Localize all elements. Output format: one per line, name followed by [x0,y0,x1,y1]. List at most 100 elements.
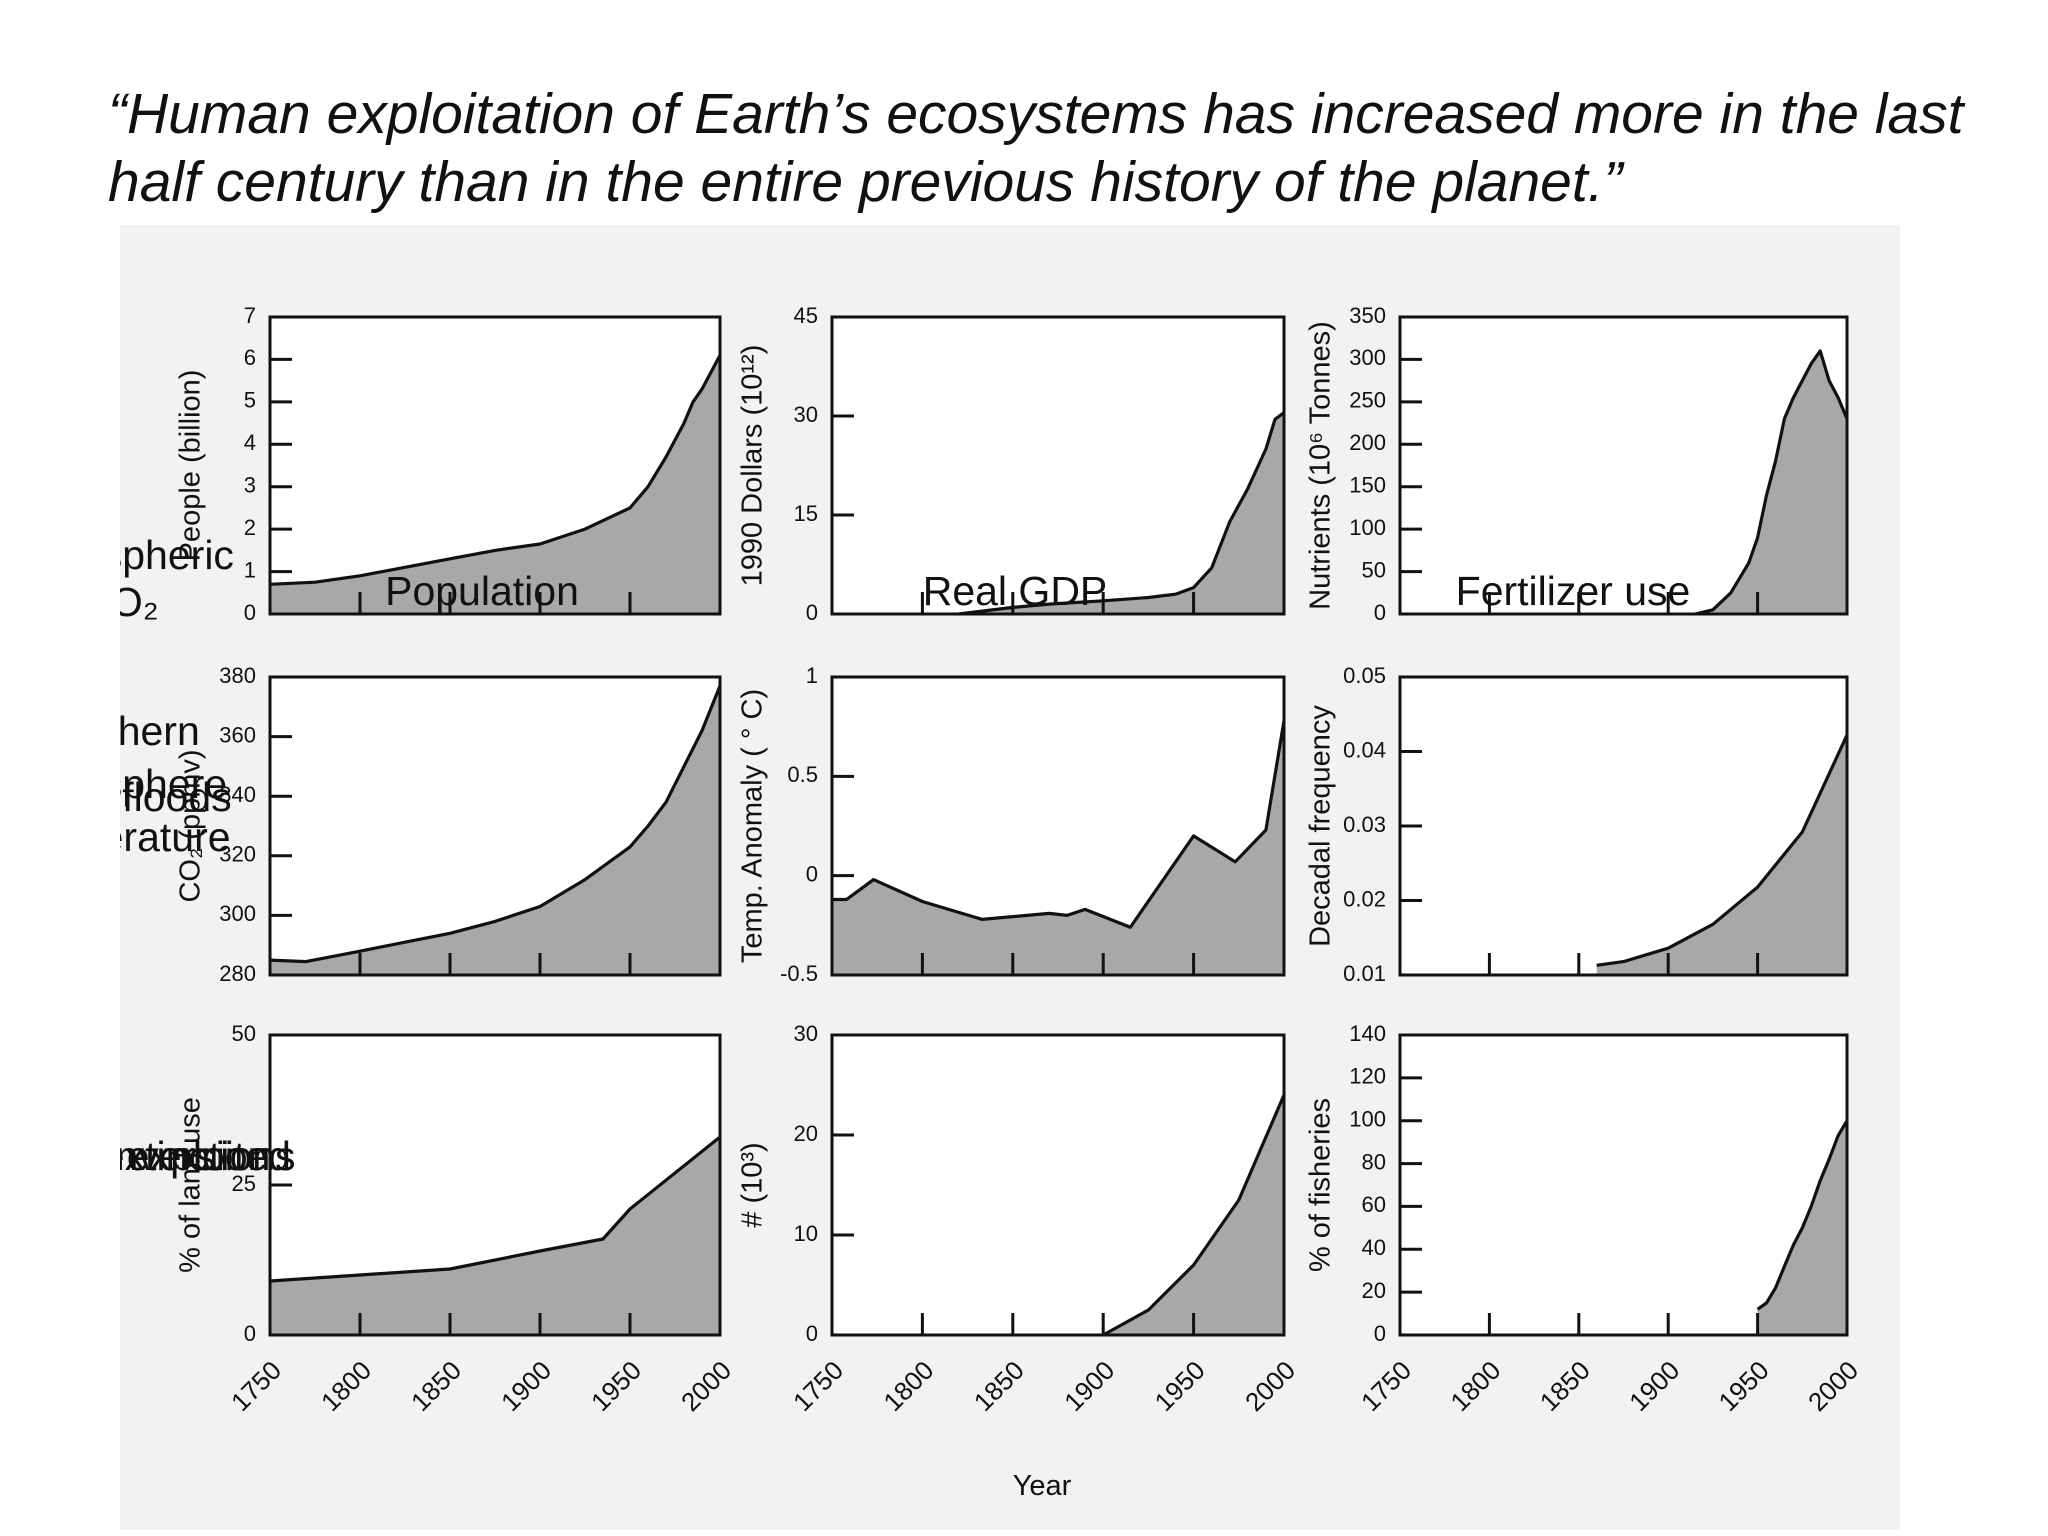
x-tick-label: 1750 [225,1355,287,1417]
y-tick-label: 10 [794,1221,818,1246]
x-tick-label: 1900 [495,1355,557,1417]
chart-panel-2: 0 15 30 45 1990 Dollars (10¹²) Real GDP [737,303,1286,625]
y-tick-label: 0 [1374,1321,1386,1346]
chart-title: Population [385,568,579,614]
y-tick-label: 200 [1349,430,1386,455]
y-axis-label: Temp. Anomaly ( ° C) [737,689,769,963]
x-tick-label: 1950 [585,1355,647,1417]
y-tick-label: 45 [794,303,818,328]
quote-line-1: “Human exploitation of Earth’s ecosystem… [108,82,1964,146]
y-axis-label: # (10³) [737,1142,769,1227]
y-tick-label: 0 [806,1321,818,1346]
y-tick-label: 100 [1349,515,1386,540]
series-line [958,411,1285,616]
quote-line-2: half century than in the entire previous… [108,150,1623,214]
chart-panel-7: 0 25 50 % of land useLand conversion [120,1021,722,1346]
x-tick-label: 2000 [675,1355,737,1417]
x-tick-label: 1850 [968,1355,1030,1417]
y-tick-label: 0 [244,600,256,625]
y-tick-label: 300 [219,901,256,926]
chart-title: Atmospheric [120,532,234,578]
series-line [1102,1094,1286,1337]
series-area [1757,1120,1847,1335]
y-tick-label: 2 [244,515,256,540]
chart-panel-3: 0 50 100 150 200 250 300 350 Nutrients (10⁶ Tonn… [1305,303,1849,625]
y-tick-label: 0.01 [1343,961,1386,986]
y-tick-label: 4 [244,430,256,455]
series-area [958,412,1284,614]
y-tick-label: 0 [806,861,818,886]
x-tick-label: 1850 [1534,1355,1596,1417]
y-axis-label: CO₂ (ppmv) [175,749,207,902]
x-tick-label: 1750 [1355,1355,1417,1417]
x-tick-label: 1800 [315,1355,377,1417]
y-tick-label: 6 [244,345,256,370]
chart-title: Northern [120,708,200,754]
series-area [270,1137,720,1335]
x-tick-label: 2000 [1239,1355,1301,1417]
y-axis-label: Nutrients (10⁶ Tonnes) [1305,321,1337,610]
y-tick-label: 0 [1374,600,1386,625]
y-tick-label: 3 [244,473,256,498]
x-tick-label: 1750 [787,1355,849,1417]
y-tick-label: 120 [1349,1064,1386,1089]
series-area [832,720,1284,975]
series-line [1756,1119,1849,1311]
chart-panel-8: 0 10 20 30 # (10³) Species extinctions [120,1021,1286,1346]
series-line [269,1135,721,1283]
y-tick-label: 100 [1349,1107,1386,1132]
y-axis-label: % of land use [175,1097,207,1273]
chart-title: temperature [120,814,231,860]
y-tick-label: 30 [794,1021,818,1046]
x-tick-label: 1900 [1058,1355,1120,1417]
x-tick-label: 1850 [405,1355,467,1417]
y-tick-label: 0 [806,600,818,625]
y-tick-label: 350 [1349,303,1386,328]
y-axis-label: Decadal frequency [1305,705,1337,947]
quote-title: “Human exploitation of Earth’s ecosystem… [108,80,2008,216]
y-tick-label: 50 [232,1021,256,1046]
plot-frame [268,675,722,977]
y-tick-label: 25 [232,1171,256,1196]
x-tick-label: 1950 [1149,1355,1211,1417]
chart-title: Fertilizer use [1456,568,1691,614]
y-tick-label: 0.03 [1343,812,1386,837]
y-tick-label: 380 [219,663,256,688]
chart-title: hemisphere [120,761,227,807]
plot-frame [830,1033,1286,1337]
chart-panel-4: 280 300 320 340 360 380 CO₂ (ppmv) AtmosphericC… [120,532,722,986]
y-tick-label: 20 [794,1121,818,1146]
y-tick-label: 1 [244,557,256,582]
x-tick-label: 1800 [1444,1355,1506,1417]
y-axis-label: 1990 Dollars (10¹²) [737,345,769,587]
series-line [269,354,722,586]
y-tick-label: 0.5 [787,762,818,787]
y-tick-label: 0 [244,1321,256,1346]
y-axis-label: % of fisheries [1305,1098,1337,1272]
series-area [270,685,720,975]
chart-panel-5: -0.5 0 0.5 1 Temp. Anomaly ( ° C) Northern hem… [120,663,1286,986]
chart-title: Great floods [120,774,232,820]
plot-frame [1398,1033,1849,1337]
chart-title: CO₂ [120,579,159,625]
y-tick-label: 60 [1362,1192,1386,1217]
series-area [270,355,720,614]
y-tick-label: 20 [1362,1278,1386,1303]
plot-frame [268,315,722,616]
series-line [832,720,1286,929]
x-tick-label: 1800 [877,1355,939,1417]
y-tick-label: 360 [219,722,256,747]
y-tick-label: 40 [1362,1235,1386,1260]
plot-background [832,317,1284,614]
chart-title: Species extinctions [120,1133,295,1179]
y-tick-label: 150 [1349,473,1386,498]
y-tick-label: 340 [219,782,256,807]
y-tick-label: 300 [1349,345,1386,370]
y-tick-label: 1 [806,663,818,688]
y-axis-label: People (billion) [175,370,207,562]
chart-title: Real GDP [923,568,1108,614]
series-area [1103,1095,1284,1335]
